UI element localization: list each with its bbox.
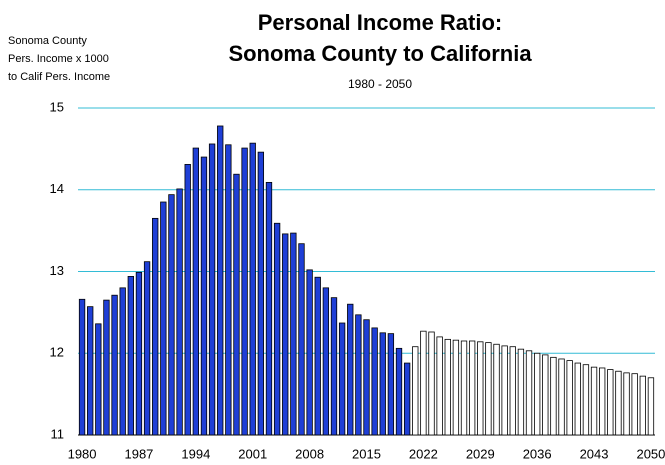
bar [306, 269, 313, 436]
bar [208, 143, 216, 436]
bar [160, 201, 167, 436]
bar [298, 243, 305, 436]
bar [273, 222, 281, 436]
bar [509, 346, 516, 436]
bar [599, 367, 606, 436]
bar [428, 331, 435, 436]
chart-subtitle: 1980 - 2050 [348, 77, 412, 91]
bar [103, 299, 110, 436]
bar [550, 356, 557, 436]
x-tick-label: 1980 [68, 446, 97, 461]
bar [501, 345, 508, 436]
bar [217, 125, 224, 436]
bar [192, 147, 200, 436]
bar [566, 360, 573, 436]
bar [282, 233, 289, 436]
bar [184, 164, 191, 436]
bar [631, 373, 638, 436]
y-tick-label: 13 [50, 263, 64, 278]
bar [395, 347, 403, 436]
bar [412, 346, 419, 436]
bar [200, 156, 208, 436]
x-tick-label: 2008 [295, 446, 324, 461]
bar [143, 261, 151, 436]
bar [493, 343, 500, 436]
bar [233, 173, 240, 436]
bar [168, 194, 175, 436]
bar [517, 348, 525, 436]
bar [127, 276, 134, 436]
x-tick-label: 2036 [523, 446, 552, 461]
bar [322, 287, 330, 436]
chart-title: Personal Income Ratio: [258, 10, 503, 35]
bar [95, 323, 102, 436]
bar [330, 297, 338, 436]
bar [363, 319, 370, 436]
bar [582, 364, 590, 436]
y-tick-label: 12 [50, 345, 64, 360]
chart-title: Sonoma County to California [228, 41, 532, 66]
bar [574, 362, 581, 436]
bar [249, 142, 256, 436]
bar [590, 366, 598, 436]
x-tick-label: 2015 [352, 446, 381, 461]
bar [452, 339, 460, 436]
bar [135, 271, 143, 436]
y-axis-label: Pers. Income x 1000 [8, 53, 109, 65]
y-tick-label: 15 [50, 99, 64, 114]
x-tick-label: 1994 [181, 446, 210, 461]
bar [403, 362, 411, 436]
bar [119, 287, 126, 436]
y-axis-label: to Calif Pers. Income [8, 71, 110, 83]
bar [558, 358, 565, 436]
bar [420, 330, 427, 436]
bar [290, 232, 297, 436]
bar [379, 332, 386, 436]
bar [542, 354, 549, 436]
bar [152, 217, 159, 436]
y-axis-label: Sonoma County [8, 35, 87, 47]
bar [78, 298, 86, 436]
bar [436, 336, 443, 436]
bar [623, 372, 630, 436]
bar [607, 369, 614, 436]
bar [111, 294, 118, 436]
bar [460, 340, 468, 436]
bar [257, 151, 265, 436]
y-tick-label: 11 [51, 426, 65, 441]
bar [355, 314, 362, 436]
bar [371, 327, 378, 436]
bar [87, 306, 94, 436]
bar [176, 188, 183, 436]
bar [347, 303, 354, 436]
x-tick-label: 2029 [466, 446, 495, 461]
bar [265, 181, 273, 436]
bar [639, 375, 646, 436]
y-tick-label: 14 [50, 181, 64, 196]
bar [647, 377, 655, 436]
bar [615, 370, 622, 436]
x-tick-label: 2050 [636, 446, 665, 461]
bar [468, 340, 476, 436]
bar [241, 147, 248, 436]
x-tick-label: 2022 [409, 446, 438, 461]
bar [444, 338, 451, 436]
bar [533, 352, 541, 436]
bar [387, 333, 395, 436]
bar [477, 341, 484, 436]
bar [525, 350, 533, 436]
bar [314, 276, 321, 436]
x-tick-label: 2043 [580, 446, 609, 461]
bar [338, 322, 346, 436]
x-tick-label: 2001 [238, 446, 267, 461]
bar [485, 342, 492, 436]
x-tick-label: 1987 [124, 446, 153, 461]
bar [225, 144, 232, 436]
